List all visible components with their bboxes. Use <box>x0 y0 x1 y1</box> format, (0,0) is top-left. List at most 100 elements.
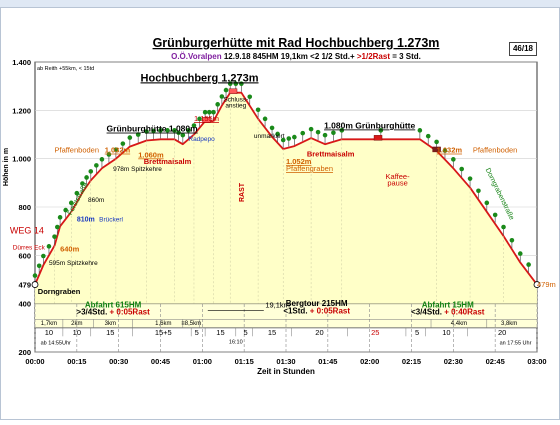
x-tick-label: 02:30 <box>444 357 463 366</box>
tree-icon <box>484 200 490 211</box>
annotation-label: 640m <box>60 244 80 253</box>
annotation-label: Schluss- <box>223 96 248 103</box>
minute-segment-label: 25 <box>371 328 379 337</box>
annotation-label: 1.032m <box>105 146 131 155</box>
annotation-label: 810m <box>77 217 95 224</box>
tree-icon <box>425 133 431 145</box>
summary-time: >3/4Std. + 0:05Rast <box>76 307 150 316</box>
x-tick-label: 02:15 <box>402 357 421 366</box>
km-segment-label: 4,4km <box>451 321 467 327</box>
annotation-label: Brettmaisalm <box>307 149 355 158</box>
tree-icon <box>492 212 498 223</box>
y-axis-title: Höhen in m <box>3 148 10 186</box>
tree-icon <box>172 128 177 139</box>
tree-icon <box>99 157 105 168</box>
tree-icon <box>180 132 186 144</box>
tree-crown <box>215 102 220 107</box>
tree-crown <box>211 109 216 115</box>
tree-icon <box>74 190 80 202</box>
minute-segment-label: 15 <box>268 328 276 337</box>
annotation-label: ab 14:55Uhr <box>41 340 71 346</box>
annotation-label: WEG 14 <box>10 226 44 236</box>
km-segment-label: 1,6km <box>155 321 171 327</box>
y-tick-label: 600 <box>18 251 31 260</box>
tree-crown <box>144 129 149 134</box>
tree-icon <box>135 132 141 143</box>
y-tick-label: 1.000 <box>12 155 31 164</box>
tree-crown <box>55 224 60 230</box>
km-segment-label: 3,8km <box>501 321 517 327</box>
tree-crown <box>223 87 229 93</box>
tree-crown <box>202 109 208 115</box>
tree-icon <box>459 166 465 177</box>
tree-icon <box>144 129 149 140</box>
tree-icon <box>442 148 448 159</box>
page-badge: 46/18 <box>509 42 537 56</box>
tree-icon <box>151 128 156 139</box>
y-tick-label: 200 <box>18 348 31 357</box>
tree-icon <box>517 251 523 262</box>
minute-segment-label: 15 <box>106 328 114 337</box>
tree-icon <box>476 188 481 199</box>
tree-icon <box>106 152 112 163</box>
tree-icon <box>467 176 473 187</box>
x-tick-label: 00:45 <box>151 357 170 366</box>
tree-crown <box>191 123 197 128</box>
tree-icon <box>526 262 531 273</box>
tree-crown <box>113 147 119 152</box>
tree-crown <box>255 107 261 113</box>
tree-icon <box>88 169 94 180</box>
tree-crown <box>36 263 42 269</box>
tree-crown <box>322 132 328 138</box>
km-segment-label: ≡8,5km <box>181 321 201 327</box>
tree-crown <box>32 273 38 278</box>
tree-icon <box>501 224 506 235</box>
tree-crown <box>74 190 80 196</box>
annotation-label: Pfaffenboden <box>473 146 518 155</box>
end-point <box>533 281 541 288</box>
tree-icon <box>68 200 74 211</box>
tree-crown <box>41 253 46 259</box>
start-point <box>31 281 39 288</box>
annotation-label: 1.032m <box>437 146 463 155</box>
summary-time: <1Std. + 0:05Rast <box>283 306 350 315</box>
tree-icon <box>417 128 423 139</box>
annotation-label: pause <box>387 178 407 187</box>
annotation-label: Hochbuchberg 1.273m <box>141 72 259 84</box>
tree-crown <box>286 136 292 141</box>
tree-crown <box>300 130 306 136</box>
x-tick-label: 02:45 <box>486 357 505 366</box>
tree-crown <box>275 131 280 137</box>
x-tick-label: 00:00 <box>25 357 44 366</box>
km-segment-label: 3km <box>105 321 116 327</box>
profile-line <box>34 91 538 286</box>
x-tick-label: 02:00 <box>360 357 379 366</box>
tree-icon <box>239 81 244 92</box>
tree-icon <box>451 157 456 168</box>
tree-icon <box>41 253 46 264</box>
corner-note: ab Reith +55km, < 15td <box>37 66 94 72</box>
tree-crown <box>120 141 126 146</box>
tree-crown <box>88 169 94 174</box>
tree-icon <box>219 94 225 105</box>
hut-marker <box>202 117 211 123</box>
tree-icon <box>55 224 60 235</box>
tree-crown <box>484 200 490 206</box>
tree-crown <box>227 81 233 86</box>
tree-icon <box>46 244 52 255</box>
tree-crown <box>219 94 225 99</box>
tree-crown <box>517 251 523 256</box>
summary-title: Bergtour 215HM <box>286 299 348 308</box>
hut-marker <box>432 146 441 153</box>
tree-crown <box>46 244 52 249</box>
tree-crown <box>339 128 345 133</box>
x-tick-label: 01:00 <box>193 357 212 366</box>
tree-crown <box>492 212 498 218</box>
tree-crown <box>127 135 133 140</box>
minute-segment-label: 20 <box>498 328 506 337</box>
annotation-label: 1.052m <box>286 157 312 166</box>
tree-crown <box>280 137 286 143</box>
summary-title: Abfahrt 615HM <box>85 300 142 309</box>
annotation-label: 860m <box>88 197 104 204</box>
tree-icon <box>269 125 275 136</box>
